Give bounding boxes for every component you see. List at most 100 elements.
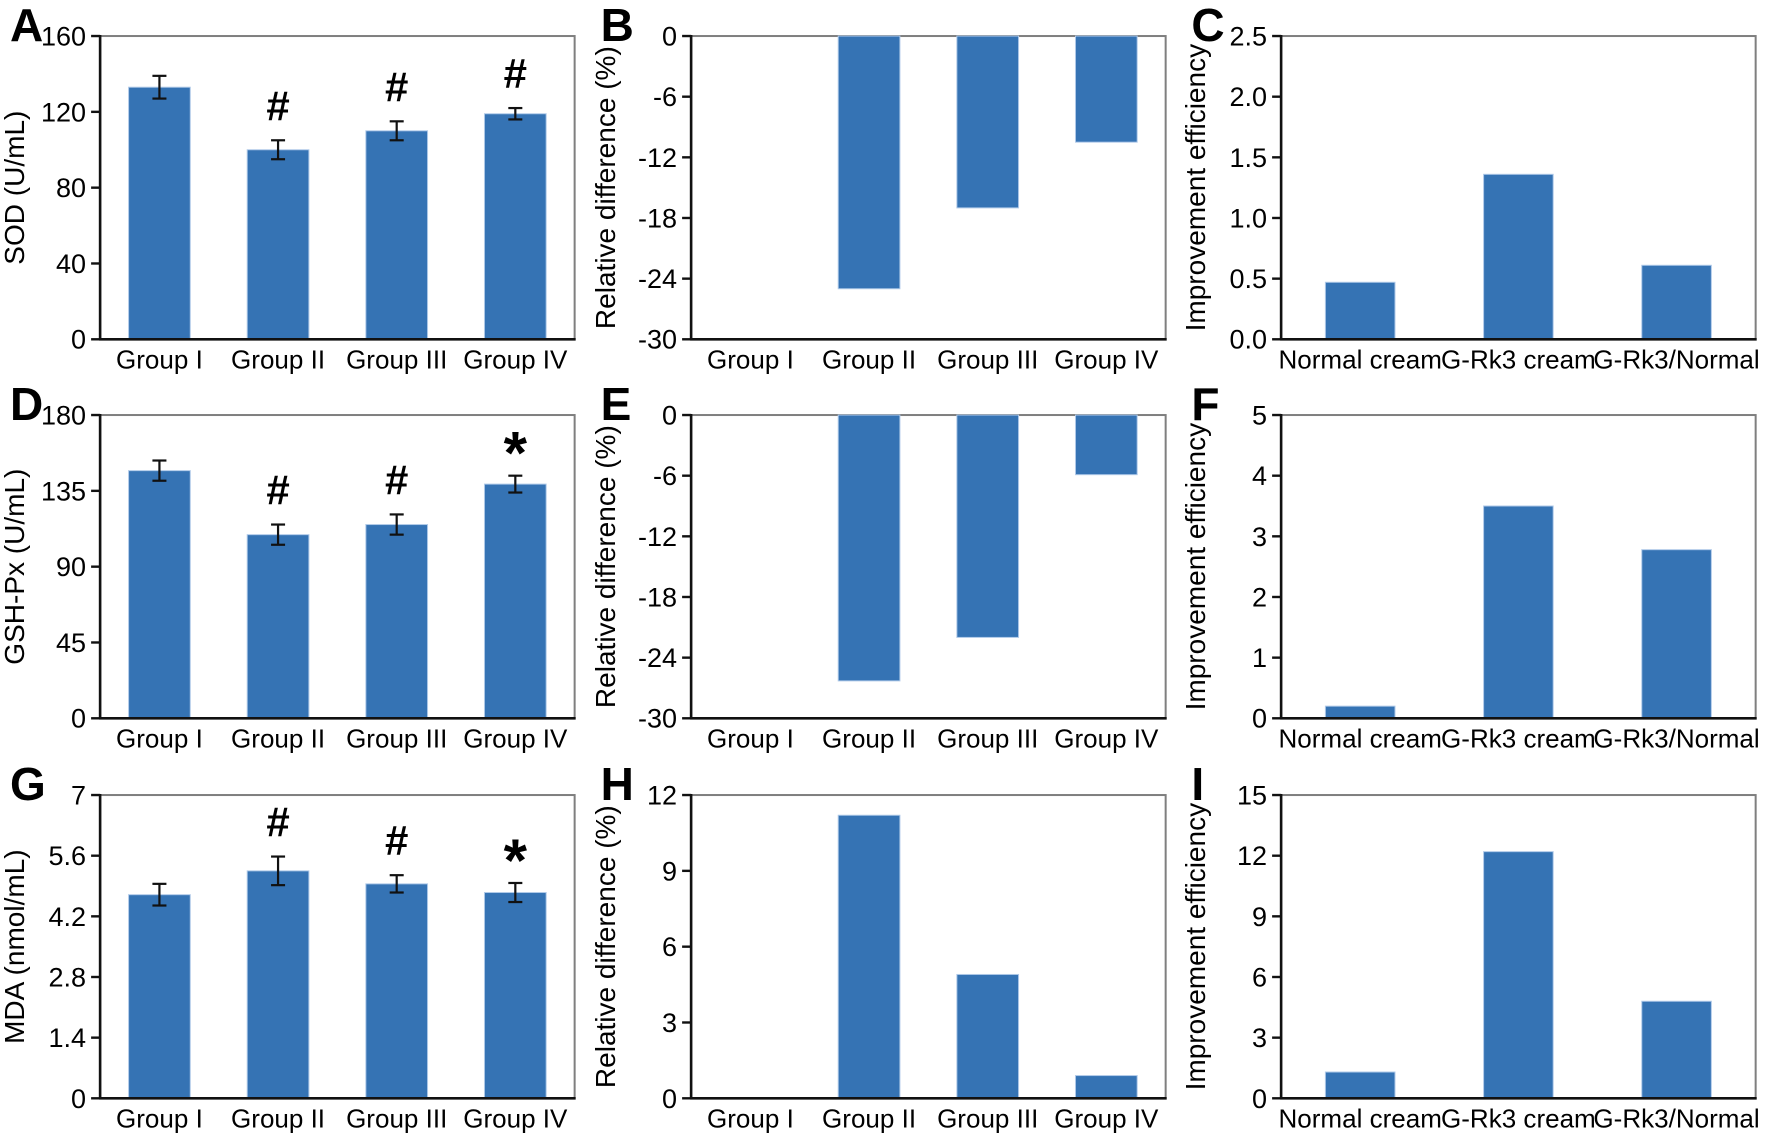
panel-e-letter: E xyxy=(600,378,632,431)
y-tick-label: 5.6 xyxy=(49,841,87,871)
y-axis-title: Relative difference (%) xyxy=(591,426,621,709)
category-label: Group III xyxy=(937,1103,1038,1133)
axes xyxy=(1280,793,1757,1100)
error-bar xyxy=(152,882,167,907)
bar xyxy=(956,35,1019,209)
category-label: Group I xyxy=(707,724,794,754)
bar xyxy=(128,86,191,340)
y-tick-label: 2.8 xyxy=(49,962,87,992)
axes xyxy=(689,35,1167,341)
category-label: Group III xyxy=(346,344,447,374)
category-label: Group I xyxy=(116,1103,203,1133)
category-label: G-Rk3/Normal xyxy=(1594,1103,1760,1133)
hash-annotation: # xyxy=(266,798,289,845)
y-tick-label: 9 xyxy=(1252,901,1267,931)
category-label: Normal cream xyxy=(1279,1103,1442,1133)
axes xyxy=(689,414,1167,720)
y-tick-label: -18 xyxy=(638,583,677,613)
bar xyxy=(128,470,191,720)
category-label: Group IV xyxy=(463,344,568,374)
category-label: Group IV xyxy=(1054,344,1159,374)
panel-i-chart: Normal cream G-Rk3 cream G-Rk3/Normal 0 3 6 9 1… xyxy=(1181,759,1772,1138)
error-bar xyxy=(152,459,167,483)
panel-h: H Group I Group II Group III Group IV 0 3 6 9 12… xyxy=(591,759,1182,1138)
y-tick-label: 6 xyxy=(1252,962,1267,992)
category-label: Group IV xyxy=(1054,1103,1159,1133)
y-tick-label: 160 xyxy=(41,21,86,51)
y-tick-label: 1.5 xyxy=(1230,143,1268,173)
y-tick-label: 9 xyxy=(662,856,677,886)
panel-a-chart: Group I # Group II # Group III # Group IV 0 40 80… xyxy=(0,0,591,379)
y-tick-label: 1.0 xyxy=(1230,203,1268,233)
error-bar xyxy=(271,523,286,547)
y-axis-title: Improvement efficiency xyxy=(1181,423,1211,711)
y-tick-label: -6 xyxy=(653,82,677,112)
y-tick-label: 5 xyxy=(1252,401,1267,431)
y-tick-label: 0 xyxy=(662,401,677,431)
y-axis-title: Improvement efficiency xyxy=(1181,44,1211,332)
y-tick-label: 120 xyxy=(41,97,86,127)
panel-a: A Group I # Group II # Group III # Group IV 0 40… xyxy=(0,0,591,379)
plot-box xyxy=(689,793,1167,1099)
y-tick-label: 0 xyxy=(71,325,86,355)
y-axis-title: GSH-Px (U/mL) xyxy=(0,469,30,665)
y-tick-label: -12 xyxy=(638,143,677,173)
axes xyxy=(98,35,576,341)
panel-d: D Group I # Group II # Group III * Group IV 0 45… xyxy=(0,379,591,758)
bar xyxy=(837,35,901,290)
bar xyxy=(1325,1071,1396,1099)
y-tick-label: 3 xyxy=(1252,522,1267,552)
y-tick-label: 90 xyxy=(56,552,86,582)
axes xyxy=(1280,35,1757,341)
bar xyxy=(1483,173,1555,340)
bar xyxy=(1325,705,1396,720)
panel-g-chart: Group I # Group II # Group III * Group IV 0 1.4 2… xyxy=(0,759,591,1138)
category-label: Group I xyxy=(707,344,794,374)
bar xyxy=(956,973,1019,1099)
y-tick-label: -24 xyxy=(638,264,677,294)
bar xyxy=(246,149,310,340)
category-label: G-Rk3/Normal xyxy=(1594,344,1760,374)
chart-svg: Group I # Group II # Group III * Group IV 0 1.4 2… xyxy=(0,780,576,1133)
y-tick-label: 0.0 xyxy=(1230,325,1268,355)
y-tick-label: 40 xyxy=(56,249,86,279)
hash-annotation: # xyxy=(385,457,408,504)
bar xyxy=(1074,1074,1138,1099)
category-label: Group I xyxy=(116,724,203,754)
panel-c: C Normal cream G-Rk3 cream G-Rk3/Normal 0.0… xyxy=(1181,0,1772,379)
y-axis-title: Relative difference (%) xyxy=(591,805,621,1088)
error-bar xyxy=(508,881,523,903)
bar xyxy=(483,891,547,1099)
y-tick-label: 0 xyxy=(71,704,86,734)
y-tick-label: 0 xyxy=(71,1083,86,1113)
y-axis-title: Improvement efficiency xyxy=(1181,803,1211,1091)
y-tick-label: 0 xyxy=(662,1083,677,1113)
category-label: Group II xyxy=(822,724,916,754)
category-label: Group IV xyxy=(463,1103,568,1133)
bar xyxy=(1483,850,1555,1099)
chart-svg: Group I # Group II # Group III # Group IV 0 40 80… xyxy=(0,21,576,374)
hash-annotation: # xyxy=(504,50,527,97)
y-tick-label: 6 xyxy=(662,932,677,962)
y-tick-label: 0 xyxy=(1252,704,1267,734)
y-tick-label: 4 xyxy=(1252,461,1267,491)
y-tick-label: 1 xyxy=(1252,643,1267,673)
bar xyxy=(956,414,1019,639)
y-tick-label: 3 xyxy=(662,1008,677,1038)
category-label: Group II xyxy=(822,344,916,374)
error-bar xyxy=(389,120,404,142)
y-tick-label: 2.5 xyxy=(1230,21,1268,51)
category-label: Group IV xyxy=(1054,724,1159,754)
y-tick-label: 0 xyxy=(662,21,677,51)
category-label: Normal cream xyxy=(1279,724,1442,754)
y-tick-label: 15 xyxy=(1237,780,1267,810)
bar xyxy=(365,130,429,340)
y-tick-label: -30 xyxy=(638,704,677,734)
bar xyxy=(128,893,191,1099)
panel-g: G Group I # Group II # Group III * Group IV 0 1.… xyxy=(0,759,591,1138)
bar xyxy=(1325,281,1396,340)
chart-svg: Group I Group II Group III Group IV 0 -6 -12 -1… xyxy=(591,401,1167,754)
panel-f-chart: Normal cream G-Rk3 cream G-Rk3/Normal 0 1 2 3 4… xyxy=(1181,379,1772,758)
